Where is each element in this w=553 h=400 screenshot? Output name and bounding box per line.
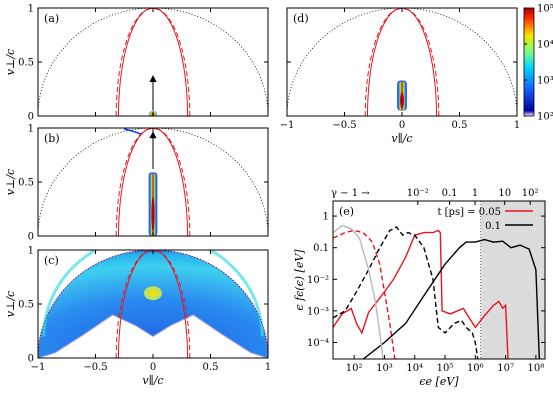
panel-c: −1 −0.5 0 0.5 1 0 0.5 1 v⊥/c v∥/c (c): [4, 246, 271, 388]
x-tick-label: 10⁵: [437, 363, 454, 374]
x-tick-label: 1: [265, 362, 271, 373]
shaded-region: [480, 201, 545, 359]
beam-core: [151, 196, 155, 232]
resonance-curve-left: [367, 8, 403, 116]
spectrum-series-0: [333, 229, 509, 359]
resonance-curve-right: [152, 128, 188, 236]
resonance-curve-dashed-left: [115, 250, 154, 358]
arrow-head: [149, 131, 157, 139]
y-tick-label: 1: [28, 4, 34, 15]
resonance-curve-dashed-left: [115, 128, 154, 236]
x-axis-label: v∥/c: [142, 374, 163, 387]
panel-c-plot-area: [38, 250, 268, 358]
beam-core: [400, 92, 404, 109]
y-tick-label: 10⁻⁴: [307, 338, 329, 349]
y-axis-label: ϵ fϵ(ϵ) [eV]: [293, 249, 306, 311]
y-tick-label: 0: [28, 354, 34, 365]
y-tick-label: 1: [28, 246, 34, 257]
x-tick-label: 0.5: [452, 120, 468, 131]
panel-e: 10² 10³ 10⁴ 10⁵ 10⁶ 10⁷ 10⁸ 10⁻⁴ 10⁻³ 10⁻² 0.1 1 γ −…: [293, 188, 546, 388]
legend-entry-label: 0.1: [485, 221, 501, 232]
y-tick-label: 10⁻²: [307, 275, 329, 286]
x-tick-label: 10²: [346, 363, 363, 374]
y-axis-label: v⊥/c: [4, 169, 17, 195]
top-tick-label: 10: [498, 188, 511, 199]
spectrum-plot-area: [333, 201, 545, 359]
top-tick-label: 10⁻²: [407, 188, 429, 199]
x-tick-label: −0.5: [332, 120, 356, 131]
y-tick-label: 0.5: [18, 300, 34, 311]
x-tick-label: 10⁶: [467, 363, 484, 374]
resonance-curve-dashed-right: [152, 8, 191, 116]
x-tick-label: 0.5: [203, 362, 219, 373]
y-tick-label: 10⁻³: [307, 306, 329, 317]
panel-a: 0 0.5 1 v⊥/c (a): [4, 4, 269, 123]
y-axis-label: v⊥/c: [4, 291, 17, 317]
panel-a-plot-area: [38, 8, 268, 116]
colorbar-gradient: [523, 7, 535, 117]
y-tick-label: 0: [28, 112, 34, 123]
top-tick-label: 10²: [522, 188, 539, 199]
spectrum-series-4: [333, 224, 384, 359]
panel-label: (b): [44, 132, 60, 145]
shell-rim: [42, 250, 264, 337]
top-tick-label: 0.1: [442, 188, 458, 199]
panel-b-plot-area: [38, 128, 268, 236]
panel-d-plot-area: [287, 8, 517, 116]
resonance-curve-dashed-right: [401, 8, 440, 116]
x-tick-label: 10⁴: [406, 363, 423, 374]
spectrum-series-2: [362, 238, 541, 359]
legend-title: t [ps] = 0.05: [437, 207, 501, 218]
panel-label: (a): [44, 12, 59, 25]
y-tick-label: 0: [28, 232, 34, 243]
colorbar-label: 10²: [537, 112, 553, 123]
panel-label: (c): [44, 254, 59, 267]
y-tick-label: 0.5: [18, 58, 34, 69]
resonance-curve-right: [152, 250, 188, 358]
resonance-curve-dashed-left: [364, 8, 403, 116]
spectrum-series-1: [333, 229, 396, 359]
x-tick-label: −1: [31, 362, 46, 373]
x-tick-label: 10⁸: [528, 363, 545, 374]
x-tick-label: 10³: [376, 363, 393, 374]
arrow-head: [149, 74, 157, 82]
y-tick-label: 1: [323, 212, 329, 223]
y-tick-label: 0.1: [313, 243, 329, 254]
hot-spot-core: [149, 290, 157, 297]
resonance-curve-dashed-right: [152, 128, 191, 236]
colorbar-label: 10⁵: [537, 4, 553, 15]
x-tick-label: −0.5: [83, 362, 107, 373]
resonance-curve-left: [118, 8, 154, 116]
x-tick-label: 0: [150, 362, 156, 373]
top-tick-label: 1: [472, 188, 478, 199]
resonance-curve-left: [118, 128, 154, 236]
x-tick-label: 10⁷: [497, 363, 514, 374]
resonance-curve-dashed-left: [115, 8, 154, 116]
top-axis-label: γ − 1 →: [331, 188, 370, 199]
colorbar-label: 10³: [537, 76, 553, 87]
spectrum-series-3: [333, 226, 479, 359]
x-axis-label: ϵe [eV]: [419, 375, 459, 388]
panel-d: −1 −0.5 0 0.5 1 v∥/c (d): [280, 7, 520, 145]
x-axis-label: v∥/c: [391, 132, 412, 145]
spectrum-frame: [332, 200, 546, 360]
resonance-curve-left: [118, 250, 154, 358]
panel-label: (d): [293, 12, 309, 25]
colorbar-label: 10⁴: [537, 40, 553, 51]
y-axis-label: v⊥/c: [4, 49, 17, 75]
y-tick-label: 0.5: [18, 178, 34, 189]
colorbar: 10² 10³ 10⁴ 10⁵: [523, 4, 553, 123]
panel-b: 0 0.5 1 v⊥/c (b): [4, 124, 269, 243]
resonance-curve-right: [401, 8, 437, 116]
resonance-curve-dashed-right: [152, 250, 191, 358]
x-tick-label: 1: [514, 120, 520, 131]
panel-label: (e): [339, 205, 354, 218]
x-tick-label: 0: [399, 120, 405, 131]
y-tick-label: 1: [28, 124, 34, 135]
resonance-curve-right: [152, 8, 188, 116]
x-tick-label: −1: [280, 120, 295, 131]
